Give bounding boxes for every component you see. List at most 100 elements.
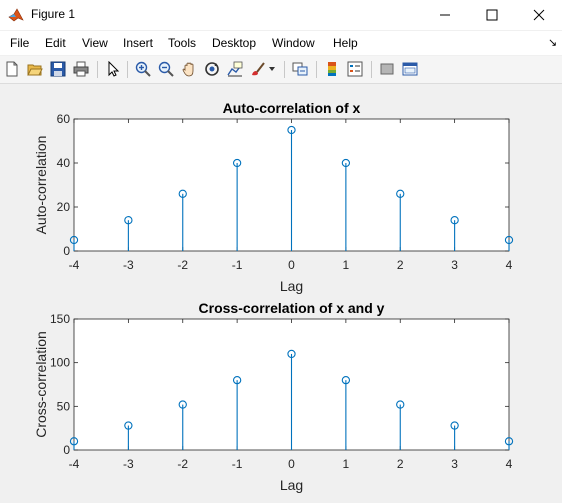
pointer-icon (108, 61, 120, 77)
x-tick-label: 1 (343, 258, 350, 272)
colorbar-icon (328, 62, 336, 76)
chevron-down-icon (269, 67, 275, 71)
x-tick-label: -2 (177, 258, 188, 272)
dock-arrow-icon[interactable]: ↘ (548, 37, 558, 49)
x-tick-label: 0 (288, 258, 295, 272)
menu-tools[interactable]: Tools (168, 36, 197, 50)
x-tick-label: 0 (288, 457, 295, 471)
y-tick-label: 0 (63, 443, 70, 457)
x-tick-label: -1 (232, 457, 243, 471)
menu-edit[interactable]: Edit (45, 36, 66, 50)
menu-bar: File Edit View Insert Tools Desktop Wind… (0, 31, 562, 55)
open-file-button[interactable] (25, 59, 45, 79)
stem-marker (287, 349, 296, 359)
menu-view[interactable]: View (82, 36, 108, 50)
new-figure-icon (6, 61, 18, 77)
show-plot-tools-icon (402, 62, 418, 76)
minimize-icon (440, 14, 450, 16)
zoom-out-icon (158, 61, 174, 77)
link-plot-button[interactable] (290, 59, 310, 79)
y-axis-label: Cross-correlation (33, 331, 49, 438)
print-icon (73, 61, 89, 77)
zoom-out-button[interactable] (156, 59, 176, 79)
x-tick-label: -3 (123, 457, 134, 471)
close-icon (533, 9, 545, 21)
brush-dropdown-button[interactable] (266, 59, 278, 79)
stem-marker (178, 189, 187, 198)
legend-button[interactable] (345, 59, 365, 79)
rotate-3d-icon (205, 62, 219, 76)
axes-2: -4 -3 -2 -1 0 1 2 3 4 0 50 100 150 Cross-correlation … (33, 300, 514, 493)
minimize-button[interactable] (422, 0, 468, 30)
toolbar-separator (371, 61, 372, 78)
colorbar-button[interactable] (322, 59, 342, 79)
pan-button[interactable] (179, 59, 199, 79)
hide-plot-tools-button[interactable] (377, 59, 397, 79)
chart-title: Auto-correlation of x (223, 100, 361, 116)
x-axis-label: Lag (280, 477, 303, 493)
x-tick-label: 1 (343, 457, 350, 471)
stem-marker (450, 216, 459, 225)
toolbar-separator (316, 61, 317, 78)
stem-marker (178, 400, 187, 409)
data-cursor-button[interactable] (225, 59, 245, 79)
close-button[interactable] (516, 0, 562, 30)
toolbar-separator (97, 61, 98, 78)
zoom-in-icon (135, 61, 151, 77)
matlab-logo-icon (8, 8, 24, 22)
chart-title: Cross-correlation of x and y (199, 300, 385, 316)
stem-marker (504, 437, 514, 446)
figure-canvas: -4 -3 -2 -1 0 1 2 3 4 0 20 40 60 Auto-correlation of … (0, 84, 562, 503)
stem-marker (232, 158, 242, 168)
menu-insert[interactable]: Insert (123, 36, 154, 50)
stem-marker (69, 235, 79, 245)
y-tick-label: 50 (57, 399, 71, 413)
x-tick-label: 2 (397, 258, 404, 272)
link-plot-icon (292, 62, 308, 76)
new-figure-button[interactable] (2, 59, 22, 79)
stem-marker (232, 375, 242, 385)
brush-button[interactable] (248, 59, 268, 79)
menu-desktop[interactable]: Desktop (212, 36, 257, 50)
menu-file[interactable]: File (10, 36, 30, 50)
stem-marker (287, 125, 296, 135)
window-title: Figure 1 (31, 7, 76, 21)
y-tick-label: 60 (57, 112, 71, 126)
pan-icon (182, 62, 194, 77)
menu-window[interactable]: Window (272, 36, 315, 50)
x-tick-label: -4 (69, 457, 80, 471)
x-axis-label: Lag (280, 278, 303, 294)
rotate-3d-button[interactable] (202, 59, 222, 79)
toolbar-separator (127, 61, 128, 78)
x-tick-label: -2 (177, 457, 188, 471)
x-tick-label: -3 (123, 258, 134, 272)
stem-marker (124, 421, 133, 430)
y-tick-label: 150 (50, 312, 70, 326)
x-tick-label: 2 (397, 457, 404, 471)
maximize-button[interactable] (469, 0, 515, 30)
save-icon (50, 61, 66, 77)
print-button[interactable] (71, 59, 91, 79)
title-bar: Figure 1 (0, 0, 562, 30)
y-axis-label: Auto-correlation (33, 136, 49, 235)
data-cursor-icon (227, 61, 243, 77)
x-tick-label: 4 (506, 258, 513, 272)
stem-marker (396, 400, 405, 409)
open-file-icon (27, 64, 43, 76)
pointer-button[interactable] (103, 59, 123, 79)
brush-icon (252, 62, 265, 76)
zoom-in-button[interactable] (133, 59, 153, 79)
stem-marker (450, 421, 459, 430)
x-tick-label: -1 (232, 258, 243, 272)
menu-help[interactable]: Help (333, 36, 358, 50)
x-tick-label: 4 (506, 457, 513, 471)
toolbar-separator (284, 61, 285, 78)
stem-marker (341, 375, 351, 385)
stem-marker (504, 235, 514, 245)
y-tick-label: 0 (63, 244, 70, 258)
show-plot-tools-button[interactable] (400, 59, 420, 79)
hide-plot-tools-icon (380, 63, 394, 75)
save-button[interactable] (48, 59, 68, 79)
